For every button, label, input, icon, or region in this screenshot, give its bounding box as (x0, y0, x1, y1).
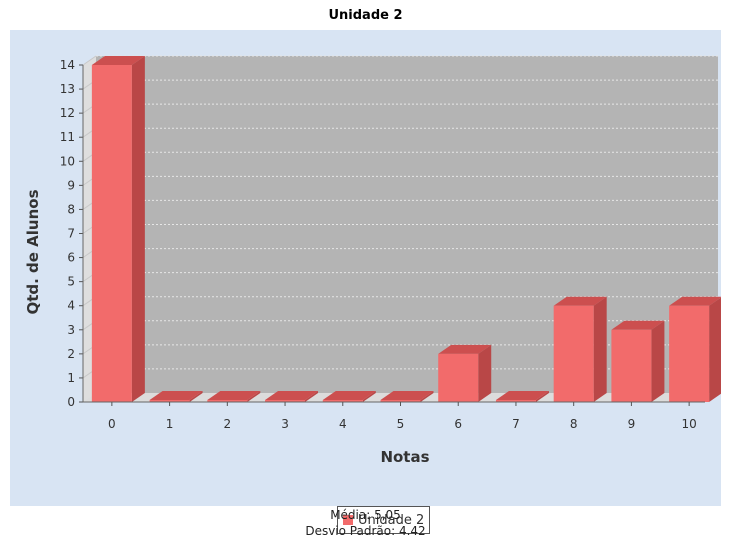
y-tick-label: 2 (67, 347, 75, 361)
bar-side (305, 391, 319, 402)
bar-top (322, 391, 376, 400)
bar-5 (380, 391, 434, 402)
bar-front (207, 400, 248, 402)
bar-front (438, 353, 479, 402)
bar-2 (207, 391, 261, 402)
bars (91, 56, 721, 402)
y-tick-label: 9 (67, 178, 75, 192)
x-tick-label: 5 (397, 417, 405, 431)
x-tick-label: 0 (108, 417, 116, 431)
bar-9 (611, 320, 665, 402)
x-tick-label: 9 (628, 417, 636, 431)
bar-side (478, 344, 492, 402)
bar-front (265, 400, 306, 402)
y-tick-label: 3 (67, 323, 75, 337)
bar-3 (265, 391, 319, 402)
x-tick-label: 4 (339, 417, 347, 431)
x-tick-label: 6 (454, 417, 462, 431)
legend: Unidade 2 (337, 506, 431, 534)
y-axis-label: Qtd. de Alunos (24, 189, 42, 314)
bar-front (91, 65, 132, 402)
bar-side (593, 296, 607, 402)
bar-top (149, 391, 203, 400)
std-dev-text: Desvio Padrão: 4.42 (305, 524, 426, 538)
bar-10 (669, 296, 721, 402)
y-tick-label: 7 (67, 227, 75, 241)
y-tick-label: 12 (60, 106, 75, 120)
bar-top (207, 391, 261, 400)
bar-front (611, 329, 652, 402)
bar-1 (149, 391, 203, 402)
bar-top (553, 296, 607, 306)
x-tick-label: 1 (166, 417, 174, 431)
bar-top (91, 56, 145, 65)
bar-front (322, 400, 363, 402)
y-tick-label: 4 (67, 299, 75, 313)
y-tick-label: 5 (67, 275, 75, 289)
bar-top (669, 296, 721, 306)
chart-title: Unidade 2 (328, 8, 403, 23)
bar-side (535, 391, 549, 402)
bar-7 (495, 391, 549, 402)
bar-top (611, 320, 665, 330)
x-tick-label: 7 (512, 417, 520, 431)
y-tick-label: 0 (67, 395, 75, 409)
bar-side (362, 391, 376, 402)
bar-side (131, 56, 145, 402)
bar-top (380, 391, 434, 400)
gridline-side (82, 55, 97, 66)
bar-top (495, 391, 549, 400)
y-tick-label: 6 (67, 251, 75, 265)
bar-front (149, 400, 190, 402)
bar-front (553, 305, 594, 402)
chart-panel: 0 1 2 3 4 5 6 7 8 9 10 11 12 13 14 0 1 2 3 4 5 6 7 8 9 10 Qtd. de… (10, 30, 721, 534)
bar-side (651, 320, 665, 402)
x-tick-label: 3 (281, 417, 289, 431)
y-tick-label: 1 (67, 371, 75, 385)
bar-front (669, 305, 710, 402)
bar-side (247, 391, 261, 402)
bar-front (495, 400, 536, 402)
bar-side (189, 391, 203, 402)
bar-side (420, 391, 434, 402)
y-tick-label: 14 (60, 58, 75, 72)
mean-text: Média: 5,05 (330, 508, 401, 522)
bar-top (438, 344, 492, 354)
bar-6 (438, 344, 492, 402)
y-tick-label: 11 (60, 130, 75, 144)
bar-8 (553, 296, 607, 402)
x-tick-label: 8 (570, 417, 578, 431)
y-tick-label: 8 (67, 202, 75, 216)
bar-side (709, 297, 721, 402)
y-tick-label: 10 (60, 154, 75, 168)
legend-swatch (343, 515, 353, 525)
bar-4 (322, 391, 376, 402)
bar-front (380, 400, 421, 402)
y-tick-label: 13 (60, 82, 75, 96)
x-tick-label: 2 (223, 417, 231, 431)
x-axis-label: Notas (380, 448, 429, 466)
x-tick-label: 10 (681, 417, 696, 431)
bar-top (265, 391, 319, 400)
legend-label: Unidade 2 (358, 512, 425, 528)
bar-0 (91, 56, 145, 402)
